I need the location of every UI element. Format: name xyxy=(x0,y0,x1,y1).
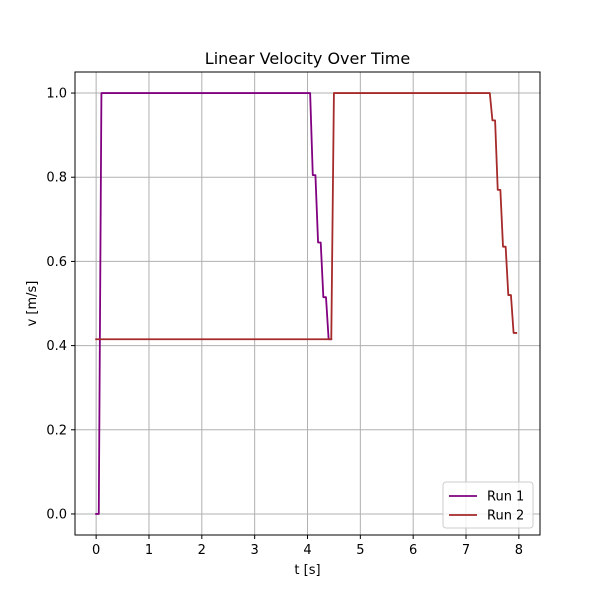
x-tick-label-2: 2 xyxy=(198,543,206,558)
y-axis-label: v [m/s] xyxy=(25,281,40,327)
x-tick-label-3: 3 xyxy=(251,543,259,558)
y-tick-label-2: 0.4 xyxy=(46,339,67,354)
legend: Run 1 Run 2 xyxy=(442,481,534,529)
x-tick-label-8: 8 xyxy=(515,543,523,558)
y-tick-label-0: 0.0 xyxy=(46,507,67,522)
y-tick-label-4: 0.8 xyxy=(46,171,67,186)
legend-label-run-1: Run 1 xyxy=(487,490,524,505)
x-tick-label-1: 1 xyxy=(145,543,153,558)
y-tick-label-1: 0.2 xyxy=(46,423,67,438)
x-tick-label-7: 7 xyxy=(462,543,470,558)
x-tick-label-5: 5 xyxy=(356,543,364,558)
legend-label-run-2: Run 2 xyxy=(487,509,524,524)
legend-box xyxy=(442,481,534,529)
series-lines xyxy=(95,92,518,515)
x-tick-label-4: 4 xyxy=(303,543,311,558)
x-tick-label-6: 6 xyxy=(409,543,417,558)
series-line-run-2 xyxy=(95,92,518,341)
grid-lines xyxy=(75,72,540,535)
x-tick-label-0: 0 xyxy=(92,543,100,558)
y-tick-label-5: 1.0 xyxy=(46,87,67,102)
x-axis-label: t [s] xyxy=(294,563,320,578)
axis-ticks: 0 1 2 3 4 5 6 7 8 0.0 0.2 0.4 0.6 0.8 1.0 xyxy=(46,87,523,558)
legend-items: Run 1 Run 2 xyxy=(449,490,524,524)
y-tick-label-3: 0.6 xyxy=(46,255,67,270)
chart-title: Linear Velocity Over Time xyxy=(205,49,410,68)
series-line-run-1 xyxy=(95,92,333,515)
